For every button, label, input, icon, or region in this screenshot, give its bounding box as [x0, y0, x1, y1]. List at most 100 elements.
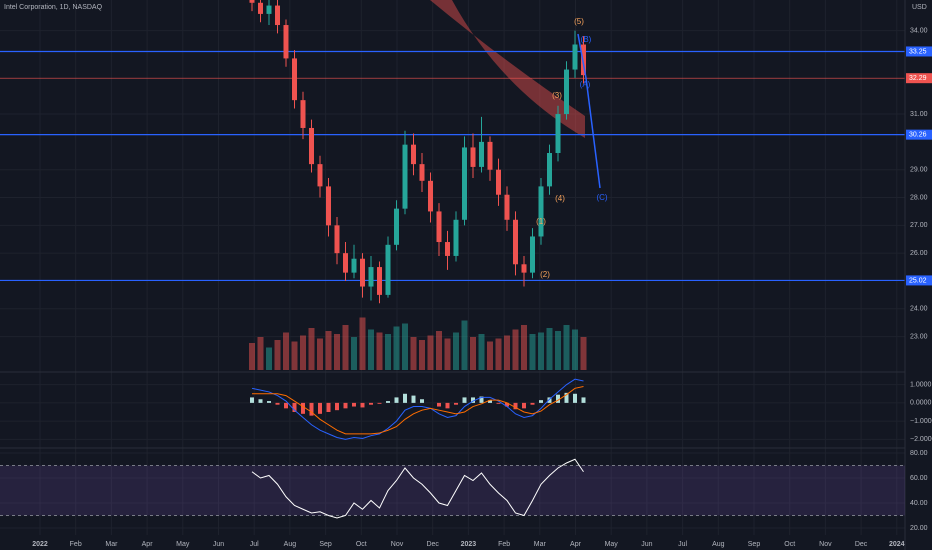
volume-bar — [419, 340, 425, 370]
y-tick-label: 27.00 — [910, 222, 928, 229]
candle-body — [394, 208, 399, 245]
candle-body — [334, 225, 340, 254]
volume-bar — [283, 332, 289, 370]
candle-body — [292, 58, 297, 101]
candle-body — [479, 141, 484, 167]
candle-body — [496, 169, 501, 195]
level-label: 33.25 — [909, 48, 927, 55]
volume-bar — [257, 337, 264, 370]
macd-histogram-bar — [445, 402, 450, 409]
macd-histogram-bar — [301, 402, 305, 414]
macd-histogram-bar — [522, 402, 526, 409]
chart-title: Intel Corporation, 1D, NASDAQ — [4, 4, 103, 11]
macd-histogram-bar — [437, 402, 441, 407]
volume-bar — [529, 334, 536, 370]
x-tick-label: Jul — [250, 541, 259, 548]
volume-bar — [538, 332, 544, 370]
volume-bar — [580, 337, 587, 370]
candle-body — [385, 244, 391, 295]
level-tag — [906, 129, 932, 140]
wave-label: (2) — [540, 270, 550, 279]
candle-body — [564, 69, 569, 115]
macd-histogram-bar — [352, 402, 356, 407]
resistance-band — [430, 0, 585, 138]
candle-body — [309, 127, 314, 165]
macd-histogram-bar — [530, 402, 535, 405]
candle-body — [453, 219, 459, 256]
y-tick-label: 23.00 — [910, 333, 928, 340]
candle-body — [521, 264, 527, 273]
x-tick-label: Aug — [712, 541, 725, 548]
volume-bar — [512, 329, 519, 370]
x-tick-label: Nov — [819, 541, 832, 548]
volume-bar — [385, 334, 391, 370]
y-tick-label: 31.00 — [910, 111, 928, 118]
macd-histogram-bar — [275, 402, 280, 405]
rsi-panel — [0, 458, 905, 519]
signal-line — [252, 385, 584, 435]
macd-histogram-bar — [292, 402, 297, 412]
candle-body — [351, 258, 357, 273]
wave-label: (B) — [581, 35, 592, 44]
macd-histogram-bar — [556, 394, 560, 403]
candle-body — [428, 180, 433, 212]
volume-bar — [274, 340, 281, 370]
volume-bar — [325, 331, 332, 370]
x-tick-label: Jun — [641, 541, 652, 548]
candle-body — [530, 236, 535, 273]
y-tick-label: 80.00 — [910, 450, 928, 457]
x-tick-label: Mar — [105, 541, 118, 548]
level-tag — [906, 73, 932, 84]
candle-body — [504, 194, 510, 220]
macd-histogram-bar — [547, 397, 552, 403]
x-tick-label: Sep — [748, 541, 761, 548]
volume-bar — [359, 317, 366, 370]
volume-bar — [427, 335, 434, 370]
candle-body — [249, 0, 255, 3]
volume-bar — [461, 320, 468, 370]
volume-bar — [444, 338, 451, 370]
level-label: 25.02 — [909, 277, 927, 284]
volume-bar — [300, 335, 306, 370]
volume-bar — [291, 341, 298, 370]
x-tick-label: Oct — [356, 541, 367, 548]
candle-body — [581, 44, 586, 76]
macd-histogram-bar — [258, 399, 263, 403]
macd-histogram-bar — [267, 401, 271, 403]
macd-histogram-bar — [403, 393, 407, 403]
price-panel — [0, 0, 905, 370]
x-tick-label: Apr — [142, 541, 154, 548]
y-tick-label: 60.00 — [910, 475, 928, 482]
macd-histogram-bar — [335, 402, 339, 411]
macd-panel — [250, 378, 586, 440]
rsi-band — [0, 465, 905, 516]
projection-line — [577, 33, 601, 189]
volume-bar — [351, 337, 357, 370]
x-tick-label: Nov — [391, 541, 404, 548]
volume-bar — [266, 347, 272, 370]
x-tick-label: Oct — [784, 541, 795, 548]
x-tick-label: 2023 — [461, 541, 477, 548]
macd-histogram-bar — [377, 402, 382, 404]
y-tick-label: 28.00 — [910, 194, 928, 201]
x-tick-label: Sep — [319, 541, 332, 548]
candle-body — [326, 186, 331, 226]
level-label: 30.26 — [909, 131, 927, 138]
macd-histogram-bar — [581, 397, 586, 403]
volume-bar — [308, 328, 315, 370]
macd-histogram-bar — [488, 400, 492, 403]
candle-body — [419, 164, 425, 181]
wave-label: (A) — [580, 80, 591, 89]
volume-bar — [402, 323, 408, 370]
volume-bar — [563, 325, 570, 370]
volume-bar — [495, 338, 502, 370]
x-tick-label: May — [605, 541, 619, 548]
candle-body — [343, 253, 348, 273]
y-tick-label: −1.0000 — [910, 418, 932, 425]
y-tick-label: 29.00 — [910, 167, 928, 174]
level-tag — [906, 46, 932, 57]
x-tick-label: Mar — [534, 541, 547, 548]
volume-bar — [334, 334, 340, 370]
macd-histogram-bar — [318, 402, 322, 414]
